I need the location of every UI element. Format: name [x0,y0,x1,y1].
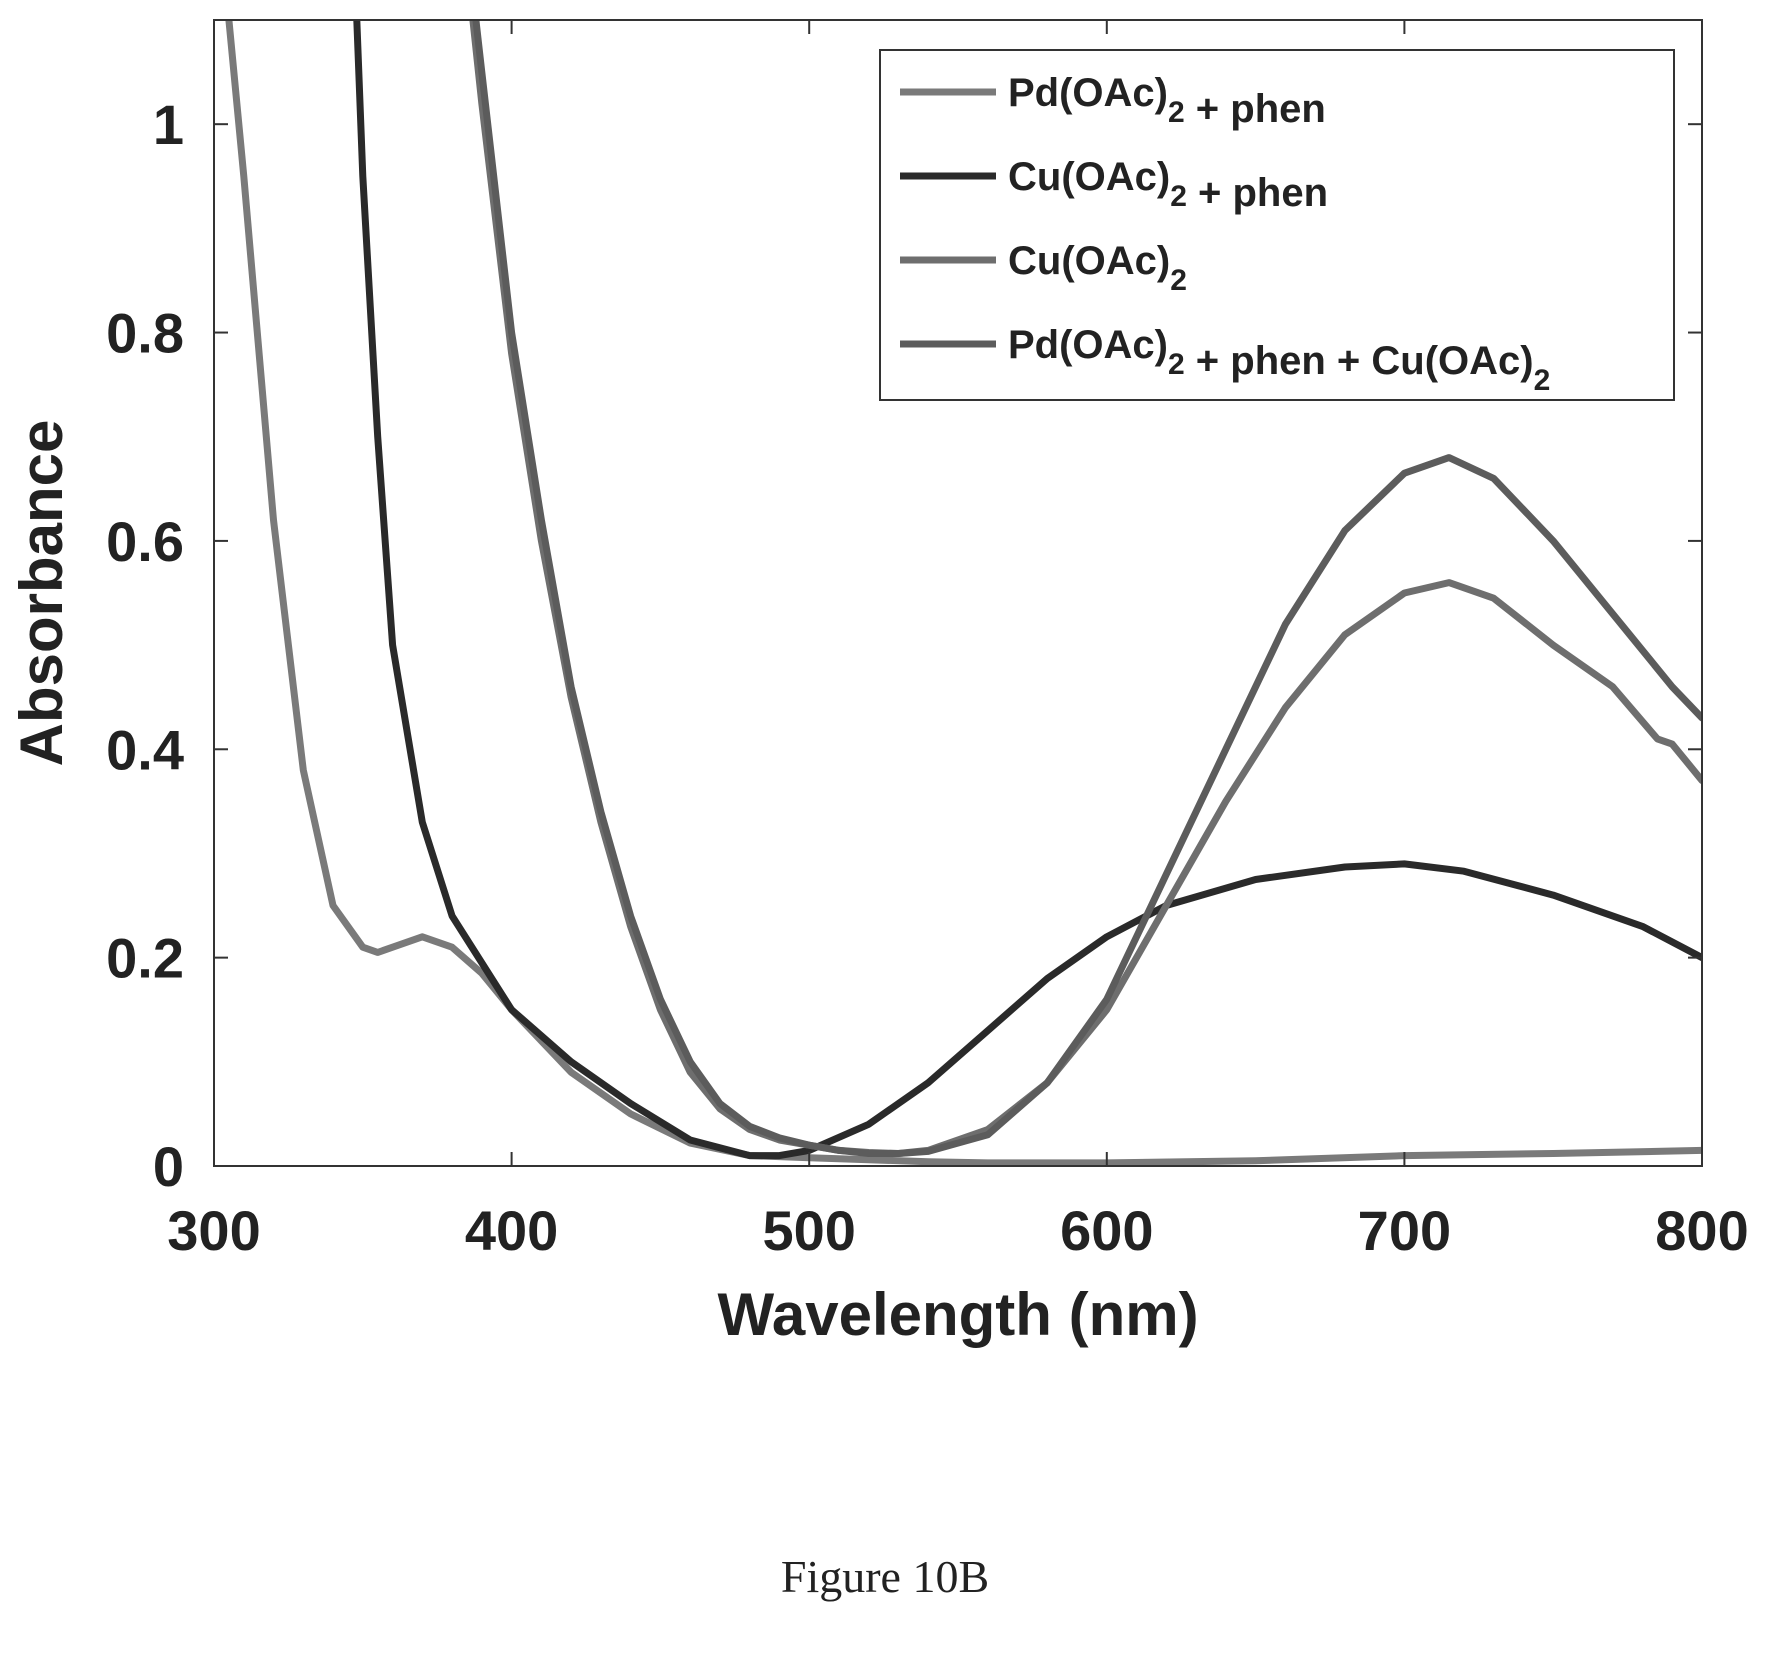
x-tick-label: 700 [1358,1199,1451,1262]
legend-label-2: Cu(OAc)2 + phen [1008,155,1328,215]
legend: Pd(OAc)2 + phen Cu(OAc)2 + phen Cu(OAc)2 Pd… [879,49,1675,401]
x-tick-label: 300 [167,1199,260,1262]
y-tick-label: 0.8 [106,302,184,365]
series-line-2 [353,20,1702,1160]
y-axis: 0 0.2 0.4 0.6 0.8 1 [106,93,1702,1198]
plot-frame [213,19,1703,1167]
y-tick-label: 0 [153,1135,184,1198]
x-tick-label: 600 [1060,1199,1153,1262]
x-tick-label: 400 [465,1199,558,1262]
legend-label-1: Pd(OAc)2 + phen [1008,71,1326,131]
y-tick-label: 0.2 [106,927,184,990]
legend-label-4: Pd(OAc)2 + phen + Cu(OAc)2 [1008,323,1550,397]
x-axis-title: Wavelength (nm) [717,1281,1198,1348]
x-tick-label: 800 [1655,1199,1748,1262]
figure-caption: Figure 10B [780,1551,990,1602]
y-tick-label: 0.4 [106,718,184,781]
x-axis: 300 400 500 600 700 800 [167,20,1749,1262]
y-tick-label: 1 [153,93,184,156]
x-tick-label: 500 [762,1199,855,1262]
series-line-4 [472,20,1702,1157]
legend-label-3: Cu(OAc)2 [1008,239,1187,297]
y-tick-label: 0.6 [106,510,184,573]
legend-box [879,49,1675,401]
y-axis-title: Absorbance [8,420,75,767]
